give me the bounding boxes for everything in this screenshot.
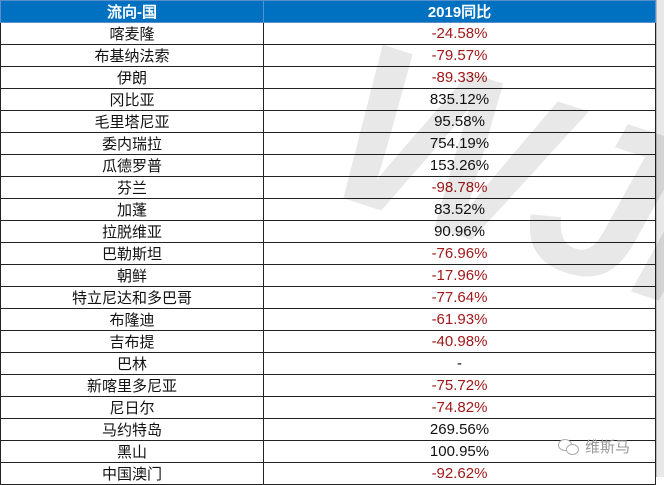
- country-cell: 中国澳门: [0, 462, 264, 485]
- country-cell: 毛里塔尼亚: [0, 110, 264, 133]
- table-row: 巴勒斯坦 -76.96%: [0, 242, 656, 265]
- table-row: 布隆迪 -61.93%: [0, 308, 656, 331]
- yoy-cell: 83.52%: [263, 198, 656, 221]
- yoy-cell: 153.26%: [263, 154, 656, 177]
- country-cell: 巴林: [0, 352, 264, 375]
- yoy-cell: -76.96%: [263, 242, 656, 265]
- table-row: 新喀里多尼亚 -75.72%: [0, 374, 656, 397]
- table-row: 伊朗 -89.33%: [0, 66, 656, 89]
- header-country: 流向-国: [0, 0, 264, 23]
- country-cell: 新喀里多尼亚: [0, 374, 264, 397]
- table-row: 冈比亚 835.12%: [0, 88, 656, 111]
- country-cell: 吉布提: [0, 330, 264, 353]
- header-yoy-2019: 2019同比: [263, 0, 656, 23]
- table-row: 吉布提 -40.98%: [0, 330, 656, 353]
- country-cell: 特立尼达和多巴哥: [0, 286, 264, 309]
- country-cell: 马约特岛: [0, 418, 264, 441]
- header-row: 流向-国 2019同比: [0, 0, 656, 23]
- yoy-cell: -17.96%: [263, 264, 656, 287]
- table-row: 布基纳法索 -79.57%: [0, 44, 656, 67]
- yoy-cell: 95.58%: [263, 110, 656, 133]
- country-cell: 拉脱维亚: [0, 220, 264, 243]
- country-cell: 加蓬: [0, 198, 264, 221]
- yoy-cell: 90.96%: [263, 220, 656, 243]
- page-edge: [656, 0, 664, 477]
- yoy-cell: -61.93%: [263, 308, 656, 331]
- country-cell: 朝鲜: [0, 264, 264, 287]
- table-row: 喀麦隆 -24.58%: [0, 22, 656, 45]
- brand-name: 维斯马: [585, 439, 631, 456]
- yoy-cell: -: [263, 352, 656, 375]
- table-row: 尼日尔 -74.82%: [0, 396, 656, 419]
- country-cell: 冈比亚: [0, 88, 264, 111]
- table-row: 芬兰 -98.78%: [0, 176, 656, 199]
- yoy-cell: -98.78%: [263, 176, 656, 199]
- yoy-cell: -75.72%: [263, 374, 656, 397]
- country-cell: 尼日尔: [0, 396, 264, 419]
- country-cell: 芬兰: [0, 176, 264, 199]
- country-cell: 委内瑞拉: [0, 132, 264, 155]
- country-cell: 瓜德罗普: [0, 154, 264, 177]
- country-cell: 布基纳法索: [0, 44, 264, 67]
- brand-watermark: 维斯马: [558, 436, 630, 457]
- table-row: 朝鲜 -17.96%: [0, 264, 656, 287]
- country-cell: 巴勒斯坦: [0, 242, 264, 265]
- yoy-cell: -92.62%: [263, 462, 656, 485]
- yoy-cell: -40.98%: [263, 330, 656, 353]
- yoy-cell: -79.57%: [263, 44, 656, 67]
- yoy-cell: 835.12%: [263, 88, 656, 111]
- country-cell: 喀麦隆: [0, 22, 264, 45]
- table-row: 加蓬 83.52%: [0, 198, 656, 221]
- table-row: 委内瑞拉 754.19%: [0, 132, 656, 155]
- yoy-cell: 754.19%: [263, 132, 656, 155]
- yoy-cell: -74.82%: [263, 396, 656, 419]
- country-cell: 黑山: [0, 440, 264, 463]
- wechat-icon: [558, 438, 580, 455]
- table-row: 毛里塔尼亚 95.58%: [0, 110, 656, 133]
- table-row: 瓜德罗普 153.26%: [0, 154, 656, 177]
- table-row: 中国澳门 -92.62%: [0, 462, 656, 485]
- country-cell: 伊朗: [0, 66, 264, 89]
- country-cell: 布隆迪: [0, 308, 264, 331]
- table-row: 拉脱维亚 90.96%: [0, 220, 656, 243]
- table-row: 巴林 -: [0, 352, 656, 375]
- yoy-cell: -77.64%: [263, 286, 656, 309]
- yoy-cell: -89.33%: [263, 66, 656, 89]
- yoy-cell: -24.58%: [263, 22, 656, 45]
- table-row: 特立尼达和多巴哥 -77.64%: [0, 286, 656, 309]
